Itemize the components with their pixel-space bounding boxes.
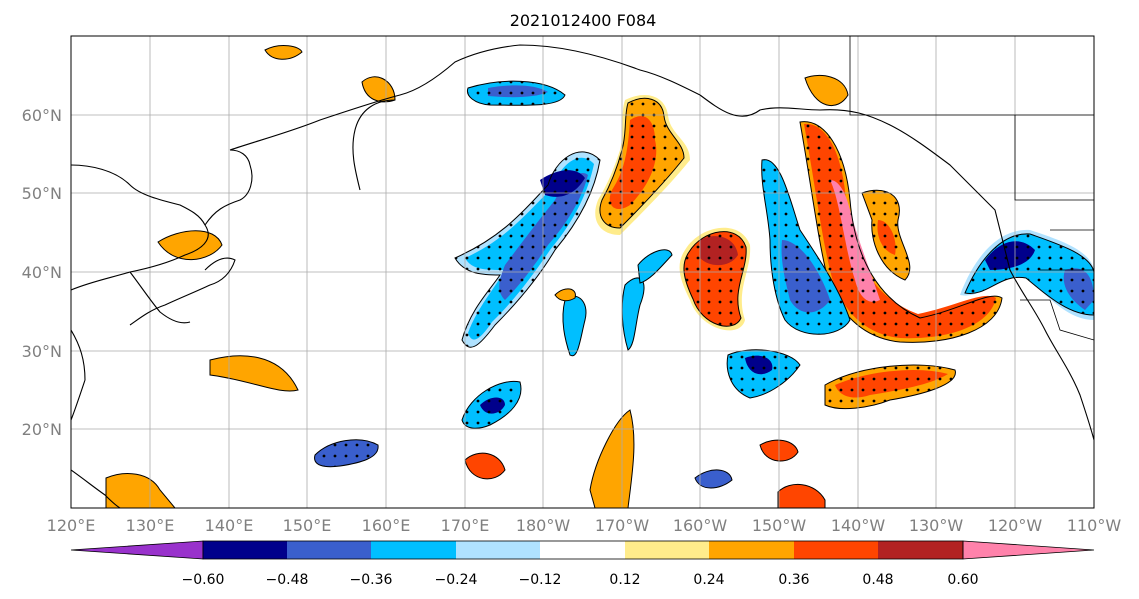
- negative-anomaly-north-central: [466, 80, 566, 106]
- x-tick-label: 150°W: [752, 516, 807, 535]
- colorbar-segment: [794, 541, 878, 559]
- map-border: [70, 35, 1095, 509]
- colorbar-segment: [456, 541, 540, 559]
- negative-anomaly-central-west: [454, 151, 601, 348]
- y-tick-label: 60°N: [22, 106, 62, 125]
- x-tick-label: 140°W: [831, 516, 886, 535]
- colorbar-segment: [709, 541, 794, 559]
- colorbar-extend-high: [962, 540, 1095, 560]
- anomaly-fields: [105, 45, 1094, 508]
- colorbar-segment: [540, 541, 625, 559]
- colorbar: −0.60 −0.48 −0.36 −0.24 −0.12 0.12 0.24 …: [70, 540, 1095, 588]
- colorbar-segment: [371, 541, 456, 559]
- x-tick-label: 160°E: [362, 516, 411, 535]
- colorbar-tick-label: −0.60: [182, 572, 225, 588]
- negative-anomaly-tropical-west: [314, 439, 379, 468]
- x-tick-label: 180°W: [516, 516, 571, 535]
- positive-anomaly-aleutian-band: [595, 95, 690, 235]
- colorbar-segment: [287, 541, 371, 559]
- x-tick-label: 110°W: [1067, 516, 1122, 535]
- positive-anomaly-patches: [105, 45, 849, 508]
- colorbar-segment: [203, 541, 287, 559]
- negative-anomaly-east-pacific: [761, 159, 851, 335]
- y-tick-label: 50°N: [22, 184, 62, 203]
- coastlines: [71, 44, 1094, 508]
- gridlines: [71, 36, 1094, 508]
- x-tick-label: 170°E: [441, 516, 490, 535]
- negative-anomaly-tropical-dateline: [461, 380, 522, 429]
- y-tick-label: 30°N: [22, 342, 62, 361]
- colorbar-tick-label: 0.24: [693, 572, 724, 588]
- positive-anomaly-central: [679, 227, 751, 331]
- colorbar-tick-label: −0.24: [435, 572, 478, 588]
- x-tick-label: 140°E: [205, 516, 254, 535]
- map-content: [71, 36, 1094, 508]
- x-tick-label: 150°E: [283, 516, 332, 535]
- x-tick-label: 130°W: [909, 516, 964, 535]
- map-title: 2021012400 F084: [510, 11, 657, 30]
- x-tick-label: 120°E: [47, 516, 96, 535]
- colorbar-frame: [202, 540, 964, 560]
- x-tick-label: 130°E: [126, 516, 175, 535]
- negative-anomaly-south-central: [726, 349, 801, 399]
- colorbar-tick-label: 0.60: [947, 572, 978, 588]
- x-tick-label: 120°W: [988, 516, 1043, 535]
- colorbar-tick-label: 0.12: [609, 572, 640, 588]
- political-borders: [849, 36, 1094, 341]
- colorbar-extend-low: [70, 540, 204, 560]
- colorbar-segment: [625, 541, 709, 559]
- x-axis-labels: 120°E 130°E 140°E 150°E 160°E 170°E 180°…: [47, 516, 1122, 535]
- y-tick-label: 40°N: [22, 263, 62, 282]
- colorbar-segment: [878, 541, 963, 559]
- colorbar-tick-label: −0.48: [266, 572, 309, 588]
- y-tick-label: 20°N: [22, 420, 62, 439]
- negative-anomaly-west-coast: [960, 229, 1094, 320]
- x-tick-label: 160°W: [673, 516, 728, 535]
- y-axis-labels: 60°N 50°N 40°N 30°N 20°N: [22, 106, 62, 439]
- x-tick-label: 170°W: [595, 516, 650, 535]
- positive-anomaly-north-east: [861, 189, 911, 281]
- colorbar-tick-label: −0.12: [519, 572, 562, 588]
- colorbar-tick-label: −0.36: [350, 572, 393, 588]
- negative-anomaly-strips: [562, 249, 733, 489]
- colorbar-tick-label: 0.36: [778, 572, 809, 588]
- colorbar-tick-label: 0.48: [862, 572, 893, 588]
